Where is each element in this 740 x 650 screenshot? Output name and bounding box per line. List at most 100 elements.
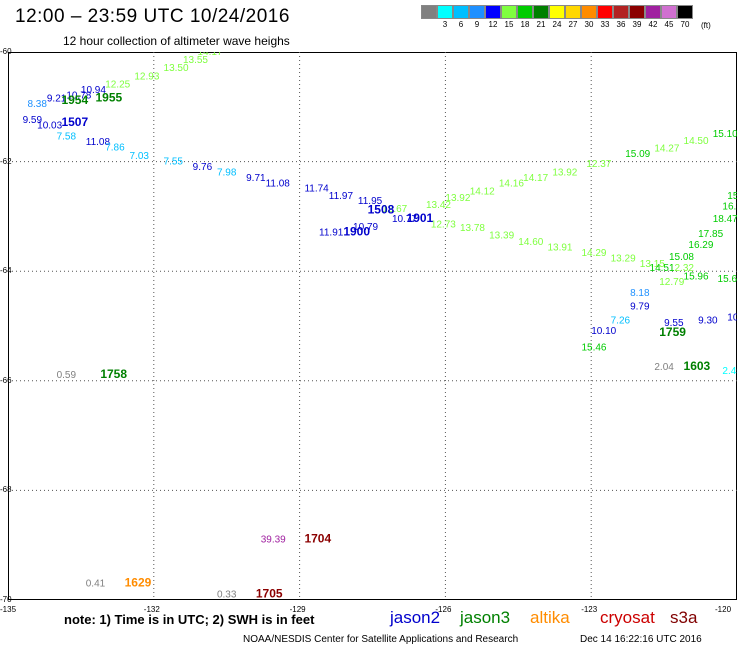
wave-height-label: 11.74 — [304, 184, 329, 195]
wave-height-label: 11.08 — [266, 178, 291, 189]
color-swatch-label: 39 — [632, 20, 642, 29]
wave-height-label: 13.42 — [426, 200, 451, 211]
wave-height-label: 16.76 — [722, 201, 737, 212]
latitude-label: -66 — [0, 375, 12, 385]
wave-height-label: 14.50 — [684, 136, 709, 147]
wave-height-label: 9.76 — [193, 162, 213, 173]
wave-height-label: 15.09 — [625, 149, 650, 160]
wave-height-label: 15.46 — [581, 343, 606, 354]
color-swatch — [613, 5, 629, 19]
wave-height-label: 2.04 — [654, 362, 674, 373]
color-swatch-label: 24 — [552, 20, 562, 29]
wave-height-label: 9.30 — [698, 315, 718, 326]
wave-height-label: 9.79 — [630, 302, 650, 313]
wave-height-label: 10.10 — [591, 326, 616, 337]
wave-height-label: 13.78 — [460, 223, 485, 234]
color-swatch — [517, 5, 533, 19]
color-swatch-label: 18 — [520, 20, 530, 29]
wave-height-label: 12.37 — [586, 159, 611, 170]
satellite-s3a: s3a — [670, 608, 698, 627]
chart-subtitle: 12 hour collection of altimeter wave hei… — [63, 34, 290, 48]
color-swatch-label: 6 — [458, 20, 464, 29]
color-swatch — [677, 5, 693, 19]
satellite-jason2: jason2 — [390, 608, 441, 627]
color-swatch — [549, 5, 565, 19]
wave-height-label: 13.92 — [445, 193, 470, 204]
wave-height-label: 9.71 — [246, 173, 266, 184]
wave-height-label: 14.17 — [198, 52, 223, 58]
color-scale-unit: (ft) — [701, 21, 711, 30]
wave-height-label: 12.79 — [659, 277, 684, 288]
wave-height-label: 15.10 — [713, 129, 737, 140]
longitude-label: -123 — [581, 605, 598, 614]
wave-height-label: 0.59 — [57, 370, 77, 381]
wave-height-label: 7.26 — [611, 315, 631, 326]
wave-height-label: 8.18 — [630, 288, 650, 299]
color-swatch — [629, 5, 645, 19]
wave-height-label: 12.25 — [105, 80, 130, 91]
latitude-label: -62 — [0, 156, 12, 166]
longitude-label: -126 — [435, 605, 452, 614]
color-swatch — [645, 5, 661, 19]
wave-height-label: 12.32 — [669, 263, 694, 274]
pass-time-label: 1629 — [125, 575, 152, 589]
altimeter-map: 14.1713.5513.5012.9312.2510.9410.789.218… — [8, 52, 737, 600]
pass-time-label: 1901 — [407, 211, 434, 225]
satellite-cryosat: cryosat — [600, 608, 655, 627]
color-swatch — [453, 5, 469, 19]
wave-height-label: 17.85 — [698, 229, 723, 240]
wave-height-label: 12.93 — [134, 71, 159, 82]
color-swatch — [581, 5, 597, 19]
wave-height-label: 10.78 — [66, 91, 91, 102]
color-swatch-label: 15 — [504, 20, 514, 29]
wave-height-label: 2.45 — [722, 366, 737, 377]
footer-credit: NOAA/NESDIS Center for Satellite Applica… — [243, 634, 519, 645]
pass-time-label: 1900 — [343, 225, 370, 239]
latitude-label: -60 — [0, 47, 12, 56]
color-swatch-label: 33 — [600, 20, 610, 29]
wave-height-label: 13.29 — [611, 253, 636, 264]
plot-frame — [8, 52, 737, 600]
pass-time-label: 1603 — [684, 359, 711, 373]
wave-height-label: 15.96 — [684, 271, 709, 282]
longitude-label: -135 — [0, 605, 17, 614]
wave-height-label: 0.33 — [217, 589, 237, 600]
wave-height-label: 14.17 — [523, 173, 548, 184]
wave-height-label: 14.60 — [518, 237, 543, 248]
latitude-label: -68 — [0, 485, 12, 495]
wave-height-label: 10.77 — [392, 214, 417, 225]
wave-height-label: 12.73 — [431, 219, 456, 230]
longitude-label: -129 — [289, 605, 306, 614]
color-swatch — [469, 5, 485, 19]
wave-height-label: 14.27 — [654, 144, 679, 155]
wave-height-label: 7.03 — [130, 151, 150, 162]
wave-height-label: 7.55 — [164, 156, 184, 167]
latitude-label: -70 — [0, 595, 12, 604]
wave-height-label: 9.59 — [23, 115, 43, 126]
wave-height-label: 12.67 — [382, 204, 407, 215]
color-swatch-label: 30 — [584, 20, 594, 29]
color-swatch-label: 3 — [442, 20, 448, 29]
wave-height-label: 13.39 — [489, 230, 514, 241]
color-swatch-label: 12 — [488, 20, 498, 29]
pass-time-label: 1507 — [61, 115, 88, 129]
pass-time-label: 1759 — [659, 325, 686, 339]
pass-time-label: 1705 — [256, 586, 283, 600]
color-swatch — [661, 5, 677, 19]
latitude-label: -64 — [0, 266, 12, 276]
chart-title: 12:00 – 23:59 UTC 10/24/2016 — [15, 6, 290, 27]
wave-height-label: 13.92 — [552, 167, 577, 178]
wave-height-label: 13.50 — [164, 63, 189, 74]
color-swatch-label: 36 — [616, 20, 626, 29]
color-swatch-label: 21 — [536, 20, 546, 29]
wave-height-label: 7.98 — [217, 167, 237, 178]
color-swatch — [421, 5, 437, 19]
wave-height-label: 10.79 — [353, 222, 378, 233]
wave-height-label: 11.91 — [319, 228, 344, 239]
wave-height-label: 8.38 — [27, 99, 47, 110]
wave-height-label: 14.51 — [650, 263, 675, 274]
pass-time-label: 1704 — [304, 531, 331, 545]
wave-height-label: 13.55 — [183, 55, 208, 66]
wave-height-label: 14.16 — [499, 178, 524, 189]
color-swatch-label: 9 — [474, 20, 480, 29]
